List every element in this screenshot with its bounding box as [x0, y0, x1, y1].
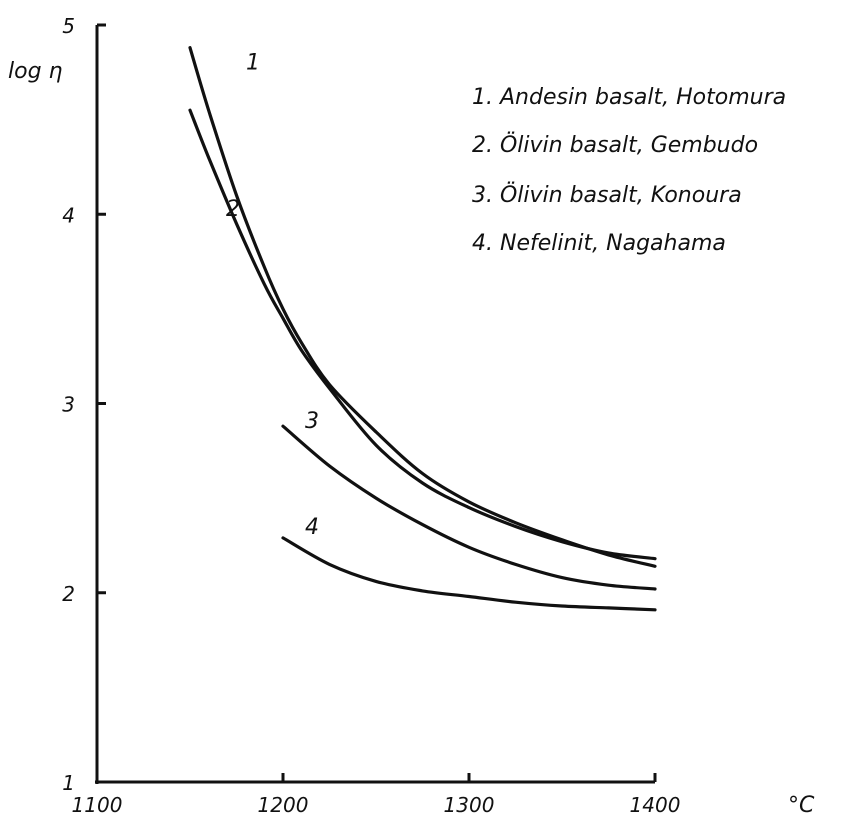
legend: 1. Andesin basalt, Hotomura 2. Ölivin ba… — [472, 85, 786, 256]
y-tick-label-4: 4 — [62, 203, 75, 227]
x-tick-label-1100: 1100 — [72, 793, 123, 817]
y-tick-label-2: 2 — [62, 582, 75, 606]
series-line-1 — [188, 46, 657, 568]
y-tick-label-3: 3 — [62, 393, 75, 417]
series-label-3: 3 — [305, 409, 319, 434]
x-tick-label-1400: 1400 — [630, 793, 681, 817]
curve-labels: 1 2 3 4 — [226, 51, 319, 540]
legend-item-2: 2. Ölivin basalt, Gembudo — [472, 132, 758, 158]
y-tick-label-1: 1 — [62, 771, 75, 795]
x-tick-label-1300: 1300 — [444, 793, 495, 817]
legend-item-1: 1. Andesin basalt, Hotomura — [472, 85, 786, 110]
series-line-4 — [281, 536, 657, 612]
curves — [188, 46, 657, 612]
y-axis-label: log η — [8, 59, 63, 84]
legend-item-4: 4. Nefelinit, Nagahama — [472, 231, 726, 256]
series-label-4: 4 — [305, 515, 319, 540]
x-tick-label-1200: 1200 — [258, 793, 309, 817]
series-label-2: 2 — [226, 197, 240, 222]
series-line-2 — [188, 108, 657, 561]
series-label-1: 1 — [246, 51, 260, 76]
y-tick-label-5: 5 — [62, 14, 75, 38]
x-axis-unit: °C — [788, 793, 815, 818]
series-line-3 — [281, 424, 657, 591]
ticks: 1100 1200 1300 1400 1 2 3 4 5 — [62, 14, 680, 817]
legend-item-3: 3. Ölivin basalt, Konoura — [472, 182, 742, 208]
